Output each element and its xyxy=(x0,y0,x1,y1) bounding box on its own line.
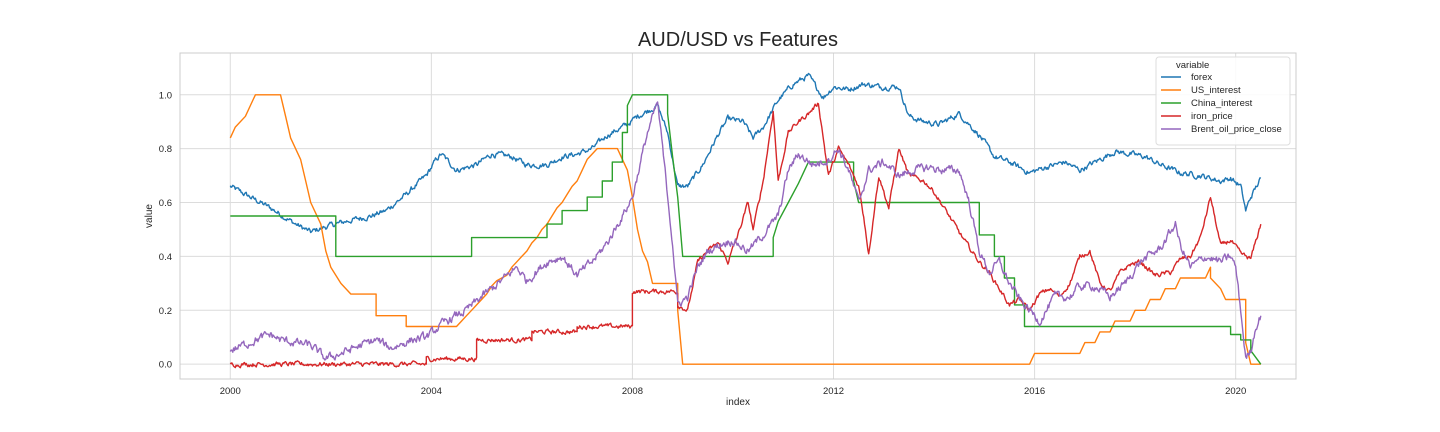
x-tick-label: 2012 xyxy=(823,386,844,397)
y-tick-labels: 0.0 0.2 0.4 0.6 0.8 1.0 xyxy=(159,90,172,370)
chart-title: AUD/USD vs Features xyxy=(638,29,838,51)
series-line-forex xyxy=(229,72,1262,234)
y-tick-label: 0.2 xyxy=(159,306,172,317)
x-tick-label: 2004 xyxy=(421,386,442,397)
y-tick-label: 0.0 xyxy=(159,360,172,371)
x-tick-label: 2020 xyxy=(1225,386,1246,397)
plot-frame xyxy=(179,52,1297,380)
y-tick-label: 1.0 xyxy=(159,90,172,101)
legend-label: iron_price xyxy=(1191,111,1233,122)
plot-area xyxy=(180,53,1296,379)
legend-label: Brent_oil_price_close xyxy=(1191,124,1282,135)
x-tick-labels: 2000 2004 2008 2012 2016 2020 xyxy=(220,386,1247,397)
series-line-us-interest xyxy=(229,94,1261,365)
x-tick-label: 2016 xyxy=(1024,386,1045,397)
series-line-brent-oil-price-close xyxy=(229,101,1262,361)
y-tick-label: 0.8 xyxy=(159,144,172,155)
series-line-china-interest xyxy=(230,94,1262,365)
x-axis-label: index xyxy=(726,397,750,408)
legend-items: forex US_interest China_interest iron_price… xyxy=(1161,72,1282,135)
y-axis-label: value xyxy=(144,204,155,228)
x-tick-label: 2008 xyxy=(622,386,643,397)
legend-label: US_interest xyxy=(1191,85,1241,96)
series-line-iron-price xyxy=(229,102,1262,369)
legend-label: forex xyxy=(1191,72,1212,83)
legend-title: variable xyxy=(1176,60,1209,71)
legend-box xyxy=(1155,56,1291,146)
series-layer xyxy=(229,72,1262,369)
legend: variable forex US_interest China_interesti… xyxy=(1155,56,1291,146)
x-tick-label: 2000 xyxy=(220,386,241,397)
y-tick-label: 0.4 xyxy=(159,252,172,263)
y-tick-label: 0.6 xyxy=(159,198,172,209)
legend-label: China_interest xyxy=(1191,98,1253,109)
